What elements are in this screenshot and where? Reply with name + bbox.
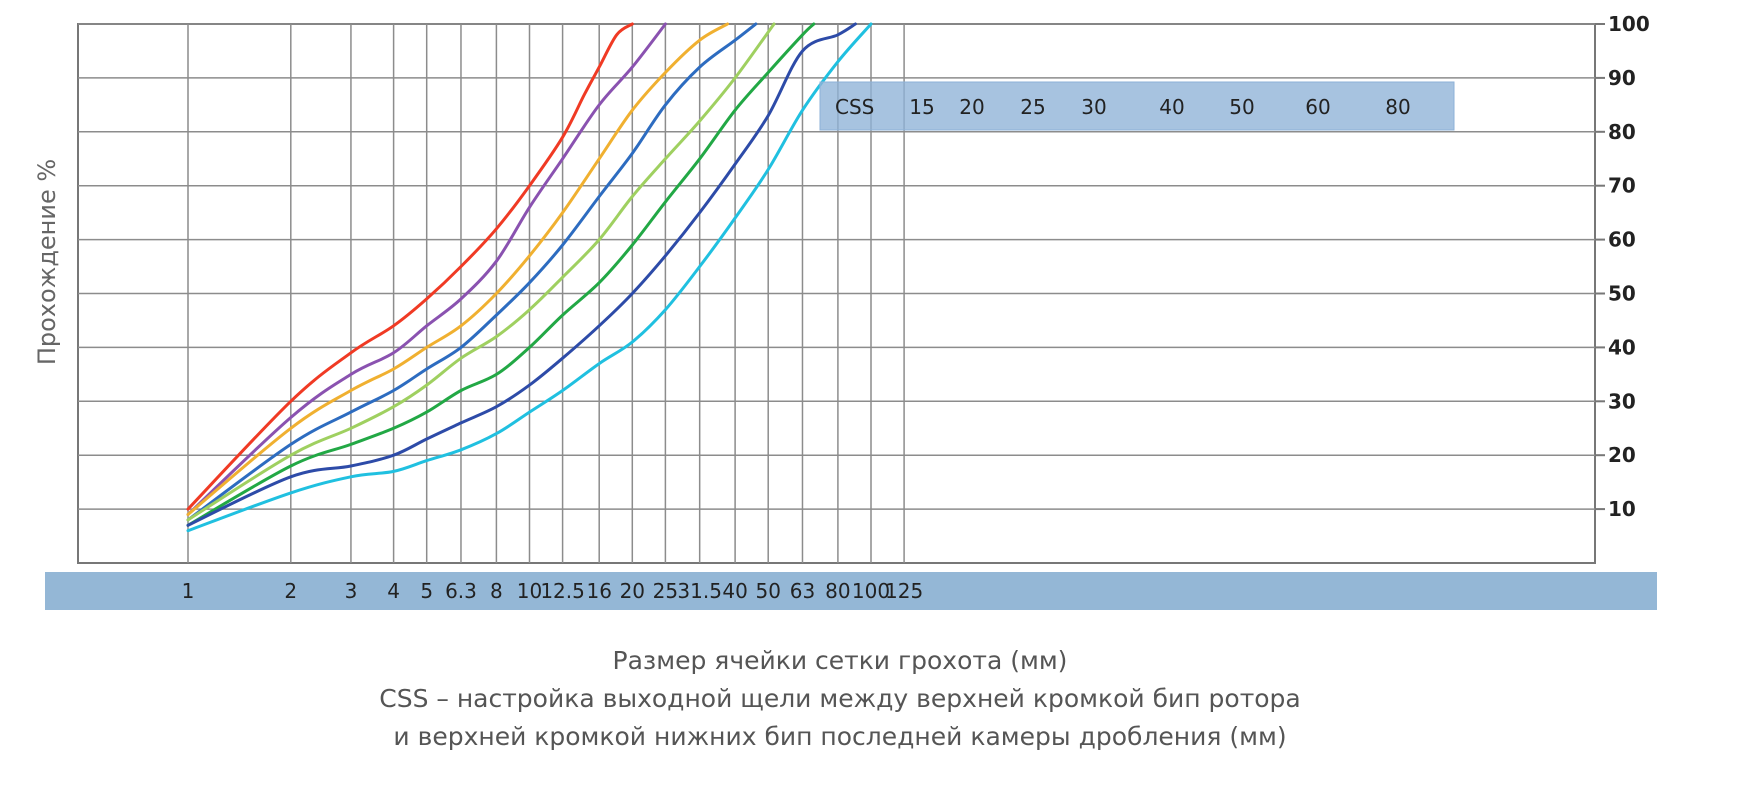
legend-entry-css-50: 50 (1229, 95, 1254, 119)
series-line-css-15 (186, 22, 634, 511)
x-tick-label: 40 (722, 579, 747, 603)
x-axis-caption-line-1: Размер ячейки сетки грохота (мм) (612, 646, 1068, 675)
series-line-css-80 (186, 22, 873, 533)
x-tick-label: 31.5 (677, 579, 722, 603)
x-tick-label: 25 (653, 579, 678, 603)
x-axis-band (45, 572, 1657, 610)
y-tick-label: 60 (1608, 228, 1636, 252)
x-tick-label: 20 (620, 579, 645, 603)
x-tick-label: 50 (755, 579, 780, 603)
y-tick-label: 40 (1608, 335, 1636, 359)
y-tick-label: 20 (1608, 443, 1636, 467)
x-tick-label: 10 (517, 579, 542, 603)
legend-title: CSS (835, 95, 874, 119)
y-tick-label: 10 (1608, 497, 1636, 521)
x-tick-label: 2 (284, 579, 297, 603)
x-axis-caption-line-2: CSS – настройка выходной щели между верх… (379, 684, 1301, 713)
x-tick-label: 6.3 (445, 579, 477, 603)
series-line-css-20 (186, 22, 667, 516)
x-tick-label: 16 (586, 579, 611, 603)
x-tick-label: 5 (420, 579, 433, 603)
x-tick-label: 3 (345, 579, 358, 603)
series-line-css-40 (186, 22, 776, 522)
y-axis-label: Прохождение % (33, 159, 61, 365)
y-tick-label: 90 (1608, 66, 1636, 90)
x-tick-label: 1 (182, 579, 195, 603)
x-tick-label: 8 (490, 579, 503, 603)
y-tick-label: 70 (1608, 174, 1636, 198)
x-tick-label: 12.5 (540, 579, 585, 603)
chart-grid (77, 23, 1605, 564)
legend-entry-css-15: 15 (909, 95, 934, 119)
legend-box (819, 81, 1455, 131)
legend-entry-css-40: 40 (1159, 95, 1184, 119)
y-tick-label: 50 (1608, 282, 1636, 306)
x-tick-label: 63 (790, 579, 815, 603)
series-line-css-50 (186, 22, 816, 527)
y-tick-label: 80 (1608, 120, 1636, 144)
legend: CSS 15 20 25 30 40 50 60 80 (819, 81, 1455, 131)
series-line-css-60 (186, 22, 857, 527)
series-layer (186, 22, 873, 533)
legend-entry-css-25: 25 (1020, 95, 1045, 119)
x-tick-label: 80 (825, 579, 850, 603)
x-tick-label: 100 (852, 579, 890, 603)
x-tick-label: 125 (885, 579, 923, 603)
y-tick-label: 30 (1608, 389, 1636, 413)
y-tick-label: 100 (1608, 12, 1650, 36)
series-line-css-25 (186, 22, 729, 516)
series-line-css-30 (186, 22, 758, 522)
x-tick-label: 4 (387, 579, 400, 603)
legend-entry-css-80: 80 (1385, 95, 1410, 119)
legend-entry-css-60: 60 (1305, 95, 1330, 119)
x-axis-caption-line-3: и верхней кромкой нижних бип последней к… (393, 722, 1287, 751)
legend-entry-css-20: 20 (959, 95, 984, 119)
chart-bands (45, 572, 1657, 610)
legend-entry-css-30: 30 (1081, 95, 1106, 119)
